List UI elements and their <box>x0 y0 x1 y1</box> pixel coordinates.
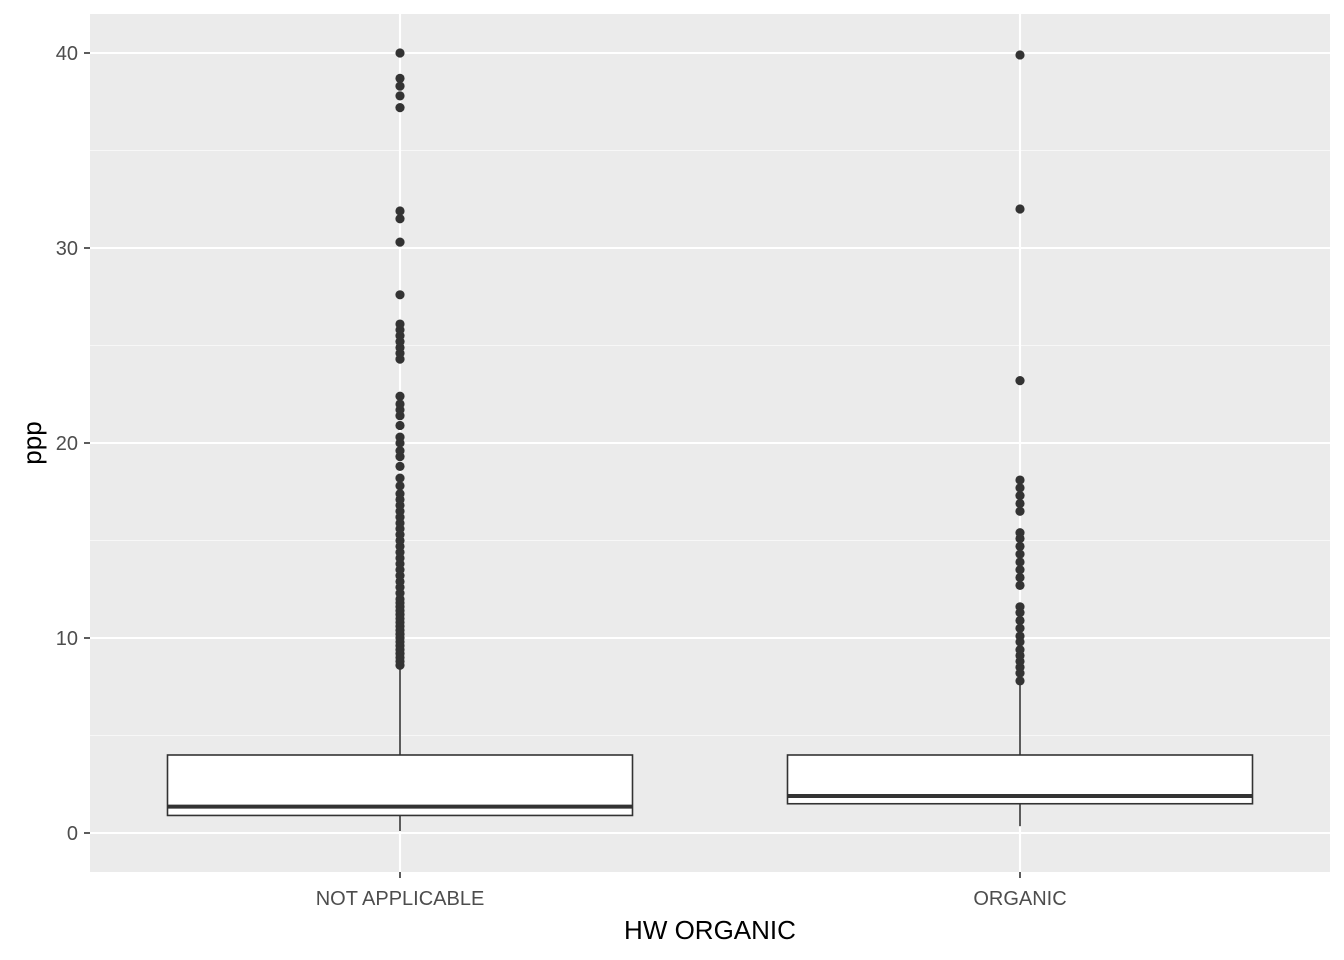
y-tick-label: 40 <box>56 43 78 65</box>
box-group <box>166 48 634 832</box>
outlier-point <box>395 319 405 329</box>
outlier-point <box>1015 631 1025 641</box>
outlier-point <box>1015 557 1025 567</box>
y-tick-label: 0 <box>67 823 78 845</box>
outlier-point <box>1015 204 1025 214</box>
outlier-point <box>1015 615 1025 626</box>
outlier-point <box>395 206 405 216</box>
outlier-point <box>395 214 405 224</box>
outlier-point <box>1015 541 1025 551</box>
outlier-point <box>395 81 405 91</box>
outlier-point <box>395 420 405 431</box>
outlier-point <box>1015 549 1025 559</box>
outlier-point <box>1015 483 1025 493</box>
outlier-point <box>395 91 405 101</box>
x-tick-label: NOT APPLICABLE <box>316 888 485 910</box>
y-tick-label: 30 <box>56 238 78 260</box>
outlier-point <box>1015 376 1025 386</box>
outlier-point <box>1015 506 1025 516</box>
outlier-point <box>395 399 405 409</box>
outlier-point <box>395 73 405 83</box>
outlier-point <box>395 391 405 401</box>
outlier-point <box>395 446 405 456</box>
outlier-point <box>395 48 405 58</box>
outlier-point <box>395 103 405 113</box>
y-tick-label: 20 <box>56 433 78 455</box>
outlier-point <box>1015 491 1025 501</box>
outlier-point <box>395 461 405 471</box>
outlier-point <box>1015 50 1025 60</box>
outlier-point <box>1015 498 1025 509</box>
outlier-point <box>395 489 405 499</box>
outlier-point <box>395 237 405 247</box>
y-axis-title: ppp <box>17 421 47 464</box>
outlier-point <box>1015 565 1025 575</box>
outlier-point <box>395 473 405 483</box>
x-axis-title: HW ORGANIC <box>624 915 796 945</box>
axes: 0 10 20 30 40 NOT APPLICABLE ORGANIC <box>56 43 1067 910</box>
outlier-point <box>1015 645 1025 655</box>
box-group <box>786 50 1254 827</box>
y-tick-label: 10 <box>56 628 78 650</box>
outlier-point <box>1015 602 1025 612</box>
outlier-point <box>1015 580 1025 590</box>
outlier-point <box>1015 528 1025 538</box>
x-tick-label: ORGANIC <box>973 888 1066 910</box>
outlier-point <box>1015 623 1025 633</box>
outlier-point <box>1015 676 1025 686</box>
outlier-point <box>395 481 405 491</box>
outlier-point <box>395 432 405 442</box>
outlier-point <box>1015 572 1025 583</box>
outlier-point <box>1015 475 1025 485</box>
boxes <box>166 48 1254 832</box>
outlier-point <box>395 290 405 300</box>
